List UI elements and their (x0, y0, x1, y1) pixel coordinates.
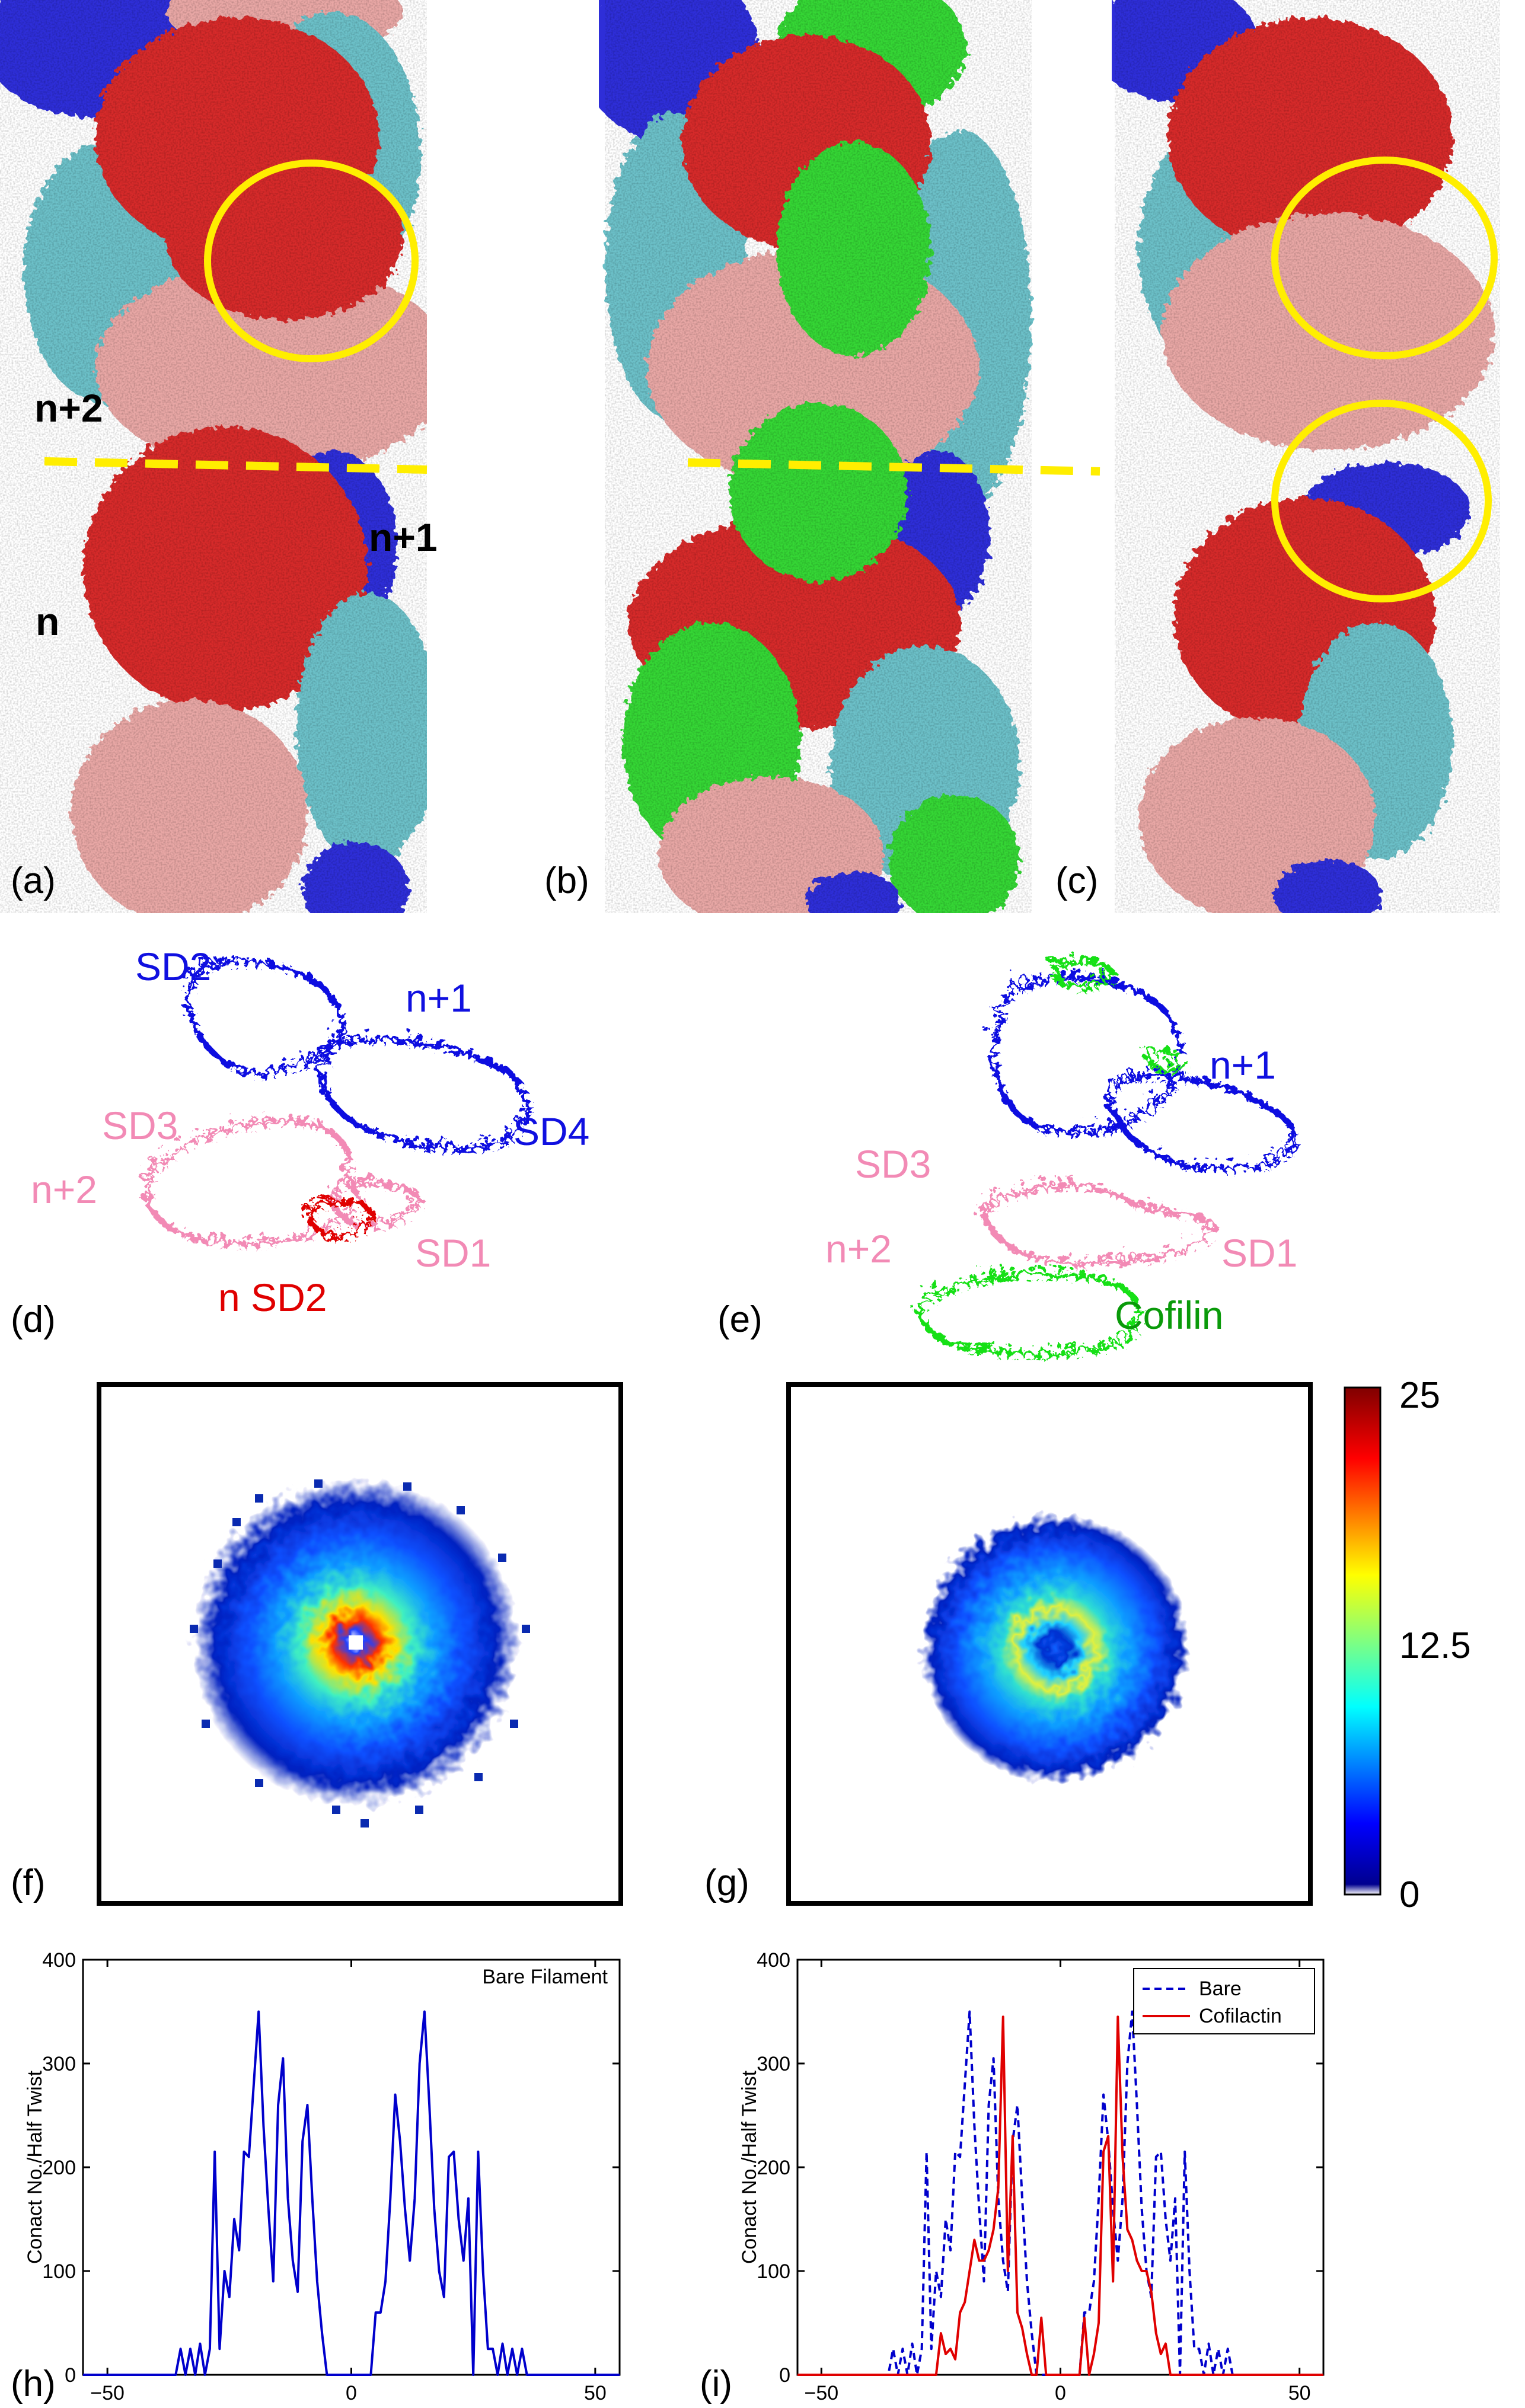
panel-label-h: (h) (11, 2364, 56, 2404)
dashed-reference-line-a (44, 457, 427, 474)
highlight-circle-a (204, 160, 419, 362)
contour-d-sd1: SD1 (415, 1231, 492, 1275)
x-tick-label: −50 (90, 2382, 125, 2404)
heatmap-f-center (349, 1635, 363, 1650)
contour-e (913, 953, 1291, 1351)
contour-e-cofilin: Cofilin (1115, 1293, 1224, 1337)
y-tick-label: 100 (42, 2260, 76, 2283)
surface-texture (0, 0, 1500, 913)
contour-e-sd1: SD1 (1221, 1231, 1298, 1275)
y-tick-label: 100 (757, 2260, 790, 2283)
label-n: n (36, 599, 60, 643)
y-tick-label: 200 (757, 2157, 790, 2179)
colorbar-tick-min: 0 (1399, 1874, 1420, 1915)
legend-label: Cofilactin (1199, 2005, 1282, 2027)
contour-d-n-sd2: n SD2 (218, 1275, 327, 1319)
plot-annotation: Bare Filament (482, 1966, 608, 1988)
plot-h: 0 100 200 300 400 −50 0 50 r Conact No./Half Twis… (24, 1949, 621, 2408)
y-tick-label: 0 (65, 2364, 76, 2387)
contour-d (139, 953, 524, 1241)
y-tick-label: 200 (42, 2157, 76, 2179)
plot-frame (82, 1959, 621, 2376)
y-tick-label: 300 (757, 2053, 790, 2075)
x-tick-label: 50 (584, 2382, 607, 2404)
series-line-cofilactin (797, 2015, 1323, 2376)
colorbar-tick-mid: 12.5 (1399, 1625, 1471, 1666)
y-tick-label: 400 (757, 1949, 790, 1972)
heatmap-g (922, 1515, 1189, 1782)
contour-d-n-plus-2: n+2 (31, 1168, 97, 1211)
heatmap-f-scatter (190, 1479, 530, 1827)
x-axis-label: r (348, 2404, 355, 2408)
x-tick-label: −50 (804, 2382, 838, 2404)
label-n-plus-1: n+1 (369, 515, 438, 559)
y-tick-label: 400 (42, 1949, 76, 1972)
contour-d-sd3: SD3 (102, 1103, 178, 1147)
panel-label-a: (a) (11, 860, 56, 901)
panel-label-g: (g) (704, 1862, 749, 1903)
y-tick-label: 300 (42, 2053, 76, 2075)
label-n-plus-2: n+2 (34, 386, 103, 430)
heatmap-panels (97, 1382, 1382, 1906)
x-tick-label: 0 (346, 2382, 357, 2404)
panel-label-f: (f) (11, 1862, 46, 1903)
x-tick-label: 0 (1055, 2382, 1066, 2404)
structure-panels (0, 0, 1525, 925)
panel-label-b: (b) (544, 860, 589, 901)
y-axis-label: Conact No./Half Twist (738, 2070, 761, 2264)
series-line-bare-filament (83, 2010, 620, 2376)
contour-panels (139, 953, 1291, 1351)
colorbar-tick-max: 25 (1399, 1375, 1440, 1416)
contour-d-n-plus-1: n+1 (406, 976, 472, 1020)
panel-label-e: (e) (717, 1299, 762, 1340)
y-axis-label: Conact No./Half Twist (24, 2070, 46, 2264)
plot-i: 0 100 200 300 400 −50 0 50 r Conact No./Half Twis… (738, 1949, 1325, 2408)
dashed-reference-line-b (687, 458, 1100, 476)
panel-label-d: (d) (11, 1299, 56, 1340)
x-tick-label: 50 (1288, 2382, 1311, 2404)
line-plots: 0 100 200 300 400 −50 0 50 r Conact No./Half Twis… (24, 1949, 1325, 2408)
panel-label-i: (i) (700, 2364, 733, 2404)
highlight-circle-c-lower (1271, 400, 1492, 602)
legend-box (1133, 1968, 1315, 2034)
contour-e-sd3: SD3 (855, 1142, 931, 1186)
highlight-circle-c-upper (1271, 157, 1498, 359)
legend-label: Bare (1199, 1978, 1242, 2000)
y-tick-label: 0 (779, 2364, 790, 2387)
colorbar (1344, 1386, 1382, 1896)
panel-label-c: (c) (1055, 860, 1099, 901)
contour-d-sd2: SD2 (135, 945, 212, 988)
contour-e-n-plus-2: n+2 (825, 1227, 892, 1271)
x-axis-label: r (1057, 2404, 1064, 2408)
contour-e-n-plus-1: n+1 (1210, 1043, 1276, 1087)
contour-d-sd4: SD4 (513, 1109, 590, 1153)
